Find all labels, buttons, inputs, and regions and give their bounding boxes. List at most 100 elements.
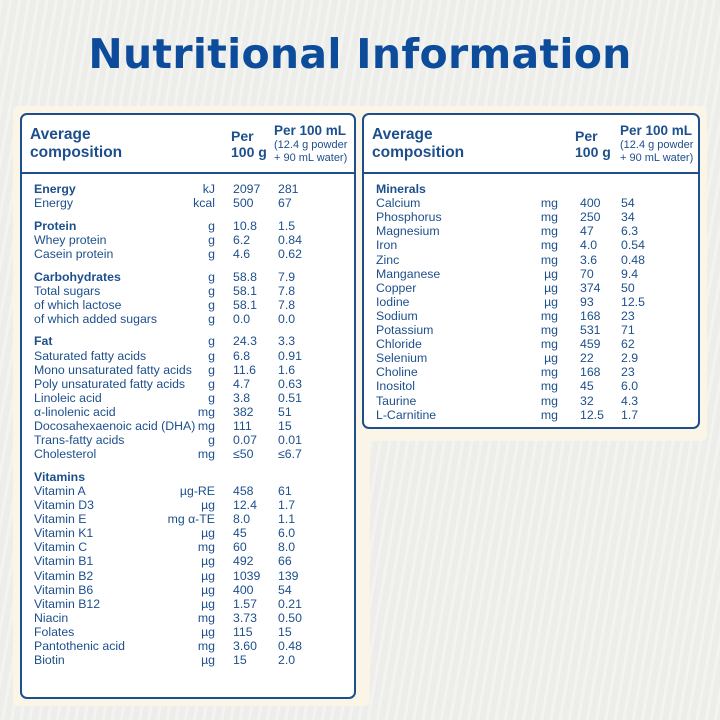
- value-per-100ml: 1.1: [278, 512, 296, 527]
- nutrient-name: Saturated fatty acids: [34, 348, 147, 363]
- nutrient-unit: mg: [197, 404, 215, 419]
- value-per-100ml: 0.0: [278, 311, 296, 326]
- header-per-100ml-note: (12.4 g powder + 90 mL water): [274, 139, 348, 164]
- value-per-100ml: 1.7: [278, 498, 296, 512]
- value-per-100ml: 6.0: [621, 379, 639, 394]
- value-per-100ml: 0.62: [278, 246, 302, 261]
- value-per-100ml: 54: [278, 582, 292, 597]
- nutrient-unit: kcal: [193, 196, 215, 211]
- nutrient-name: Minerals: [376, 182, 426, 196]
- value-per-100ml: 66: [278, 554, 292, 569]
- value-per-100ml: 54: [621, 196, 635, 211]
- table-row: of which added sugars g 0.0 0.0: [22, 312, 354, 326]
- nutrient-name: Carbohydrates: [34, 269, 121, 284]
- nutrient-unit: µg: [544, 280, 558, 295]
- table-row: Iron mg 4.0 0.54: [364, 238, 698, 252]
- header-per-100g: Per 100 g: [231, 128, 267, 160]
- nutrient-name: Total sugars: [34, 283, 101, 298]
- nutrient-name: Linoleic acid: [34, 390, 102, 405]
- value-per-100ml: 0.48: [621, 252, 645, 267]
- value-per-100ml: 281: [278, 182, 299, 196]
- table-row: Whey protein g 6.2 0.84: [22, 233, 354, 247]
- value-per-100ml: 0.54: [621, 238, 645, 253]
- table-row: Vitamins: [22, 470, 354, 484]
- table-row: of which lactose g 58.1 7.8: [22, 298, 354, 312]
- table-row: Minerals: [364, 182, 698, 196]
- nutrient-unit: mg: [540, 308, 558, 323]
- nutrient-name: Chloride: [376, 337, 422, 352]
- value-per-100g: 1.57: [233, 596, 257, 611]
- nutrient-name: Vitamins: [34, 469, 86, 484]
- value-per-100ml: ≤6.7: [278, 447, 302, 462]
- table-row: Phosphorus mg 250 34: [364, 210, 698, 224]
- nutrient-name: Copper: [376, 280, 417, 295]
- value-per-100ml: 0.01: [278, 433, 302, 448]
- value-per-100g: 70: [580, 266, 594, 281]
- nutrient-unit: g: [208, 376, 215, 391]
- table-row: Docosahexaenoic acid (DHA) mg 111 15: [22, 419, 354, 433]
- nutrition-table-left: Average composition Per 100 g Per 100 mL…: [20, 113, 356, 699]
- value-per-100ml: 2.0: [278, 653, 296, 668]
- nutrient-unit: mg: [540, 252, 558, 267]
- nutrient-name: Vitamin A: [34, 483, 86, 498]
- table-row: Cholesterol mg ≤50 ≤6.7: [22, 447, 354, 461]
- table-header: Average composition Per 100 g Per 100 mL…: [22, 115, 354, 174]
- nutrient-name: Vitamin C: [34, 540, 88, 555]
- nutrient-unit: mg: [197, 540, 215, 555]
- value-per-100g: 382: [233, 404, 254, 419]
- value-per-100ml: 61: [278, 483, 292, 498]
- nutrient-name: Manganese: [376, 266, 441, 281]
- nutrient-unit: g: [208, 297, 215, 312]
- nutrient-name: Docosahexaenoic acid (DHA): [34, 419, 196, 433]
- table-row: Vitamin B1 µg 492 66: [22, 554, 354, 568]
- table-row: Taurine mg 32 4.3: [364, 394, 698, 408]
- nutrient-unit: mg: [197, 447, 215, 462]
- table-row: Protein g 10.8 1.5: [22, 219, 354, 233]
- value-per-100ml: 15: [278, 419, 292, 433]
- value-per-100g: 24.3: [233, 334, 257, 349]
- table-row: Energy kJ 2097 281: [22, 182, 354, 196]
- value-per-100g: 45: [580, 379, 594, 394]
- header-composition: Average composition: [30, 126, 123, 161]
- nutrient-name: Vitamin K1: [34, 526, 94, 541]
- nutrient-unit: mg α-TE: [167, 512, 215, 527]
- nutrient-name: Magnesium: [376, 224, 440, 239]
- table-row: Vitamin E mg α-TE 8.0 1.1: [22, 512, 354, 526]
- nutrient-name: Choline: [376, 365, 418, 380]
- value-per-100ml: 23: [621, 365, 635, 380]
- value-per-100g: 3.73: [233, 610, 257, 625]
- nutrition-table-right: Average composition Per 100 g Per 100 mL…: [362, 113, 700, 429]
- value-per-100ml: 34: [621, 210, 635, 225]
- value-per-100ml: 71: [621, 323, 635, 337]
- table-row: Selenium µg 22 2.9: [364, 351, 698, 365]
- value-per-100g: 58.1: [233, 283, 257, 298]
- value-per-100ml: 4.3: [621, 393, 639, 408]
- value-per-100ml: 7.8: [278, 297, 296, 312]
- value-per-100g: 15: [233, 653, 247, 668]
- nutrient-name: Poly unsaturated fatty acids: [34, 376, 186, 391]
- value-per-100g: 500: [233, 196, 254, 211]
- table-row: Iodine µg 93 12.5: [364, 295, 698, 309]
- value-per-100g: 8.0: [233, 512, 251, 527]
- value-per-100ml: 51: [278, 404, 292, 419]
- table-row: Vitamin K1 µg 45 6.0: [22, 526, 354, 540]
- nutrient-name: Vitamin B2: [34, 568, 94, 583]
- value-per-100ml: 0.84: [278, 232, 302, 247]
- value-per-100ml: 139: [278, 568, 299, 583]
- value-per-100g: 2097: [233, 182, 261, 196]
- nutrient-name: Folates: [34, 624, 75, 639]
- nutrient-name: Vitamin D3: [34, 498, 94, 512]
- table-row: Niacin mg 3.73 0.50: [22, 611, 354, 625]
- table-row: Magnesium mg 47 6.3: [364, 224, 698, 238]
- value-per-100g: 168: [580, 308, 601, 323]
- value-per-100g: 1039: [233, 568, 261, 583]
- table-row: Vitamin D3 µg 12.4 1.7: [22, 498, 354, 512]
- value-per-100ml: 1.7: [621, 407, 639, 422]
- value-per-100ml: 23: [621, 308, 635, 323]
- nutrient-unit: µg: [201, 526, 215, 541]
- value-per-100g: 11.6: [233, 362, 257, 377]
- header-composition: Average composition: [372, 126, 465, 161]
- nutrient-unit: mg: [540, 238, 558, 253]
- nutrient-unit: g: [208, 232, 215, 247]
- nutrient-unit: mg: [540, 407, 558, 422]
